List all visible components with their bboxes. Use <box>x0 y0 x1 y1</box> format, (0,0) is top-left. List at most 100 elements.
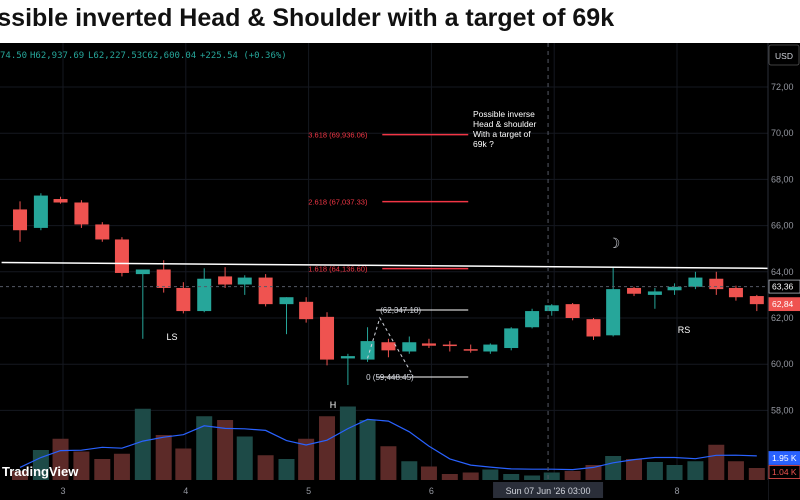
x-tick-label: 3 <box>60 486 65 496</box>
volume-bar <box>564 471 581 480</box>
title-bar: ossible inverted Head & Shoulder with a … <box>0 0 800 43</box>
grid-lines <box>0 43 768 480</box>
volume-bar <box>727 461 744 480</box>
volume-bar <box>257 455 274 480</box>
candle-bear <box>176 287 191 312</box>
volume-bar <box>278 459 295 480</box>
crosshair <box>0 43 768 480</box>
tradingview-watermark: TradingView <box>2 464 79 479</box>
time-axis[interactable]: 345678 Sun 07 Jun '26 03:00 <box>0 480 768 500</box>
ohlc-open: 74.50 <box>0 51 27 61</box>
candle-bull <box>504 328 519 349</box>
candle-bull <box>197 278 212 312</box>
volume-bar <box>73 451 90 480</box>
y-tick-label: 64,00 <box>771 267 794 277</box>
candle-bull <box>340 356 355 359</box>
volume-bar <box>585 465 602 480</box>
chart-panel[interactable]: 3.618 (69,936.06) 2.618 (67,037.33) 1.618 … <box>0 43 800 500</box>
candles <box>13 193 764 385</box>
annotation-line: With a target of <box>473 129 531 139</box>
x-tick-label: 4 <box>183 486 188 496</box>
volume-bar <box>236 436 253 480</box>
volume-bar <box>748 468 765 480</box>
price-tag-crosshair: 63,36 <box>772 282 794 292</box>
volume-bar <box>175 448 192 480</box>
volume-bar <box>708 444 725 480</box>
x-tick-label: 6 <box>429 486 434 496</box>
price-tag-last: 62,84 <box>772 299 794 309</box>
x-tick-label: 8 <box>674 486 679 496</box>
fib-extension-levels: 3.618 (69,936.06) 2.618 (67,037.33) 1.618 … <box>308 131 469 274</box>
measure-top-label: (62,347.18) <box>380 306 421 315</box>
candle-bear <box>421 343 436 346</box>
candle-bull <box>402 342 417 352</box>
candle-bull <box>33 195 48 228</box>
candle-bull <box>279 297 294 305</box>
candle-bull <box>237 277 252 285</box>
candle-bear <box>258 277 273 305</box>
label-ls: LS <box>166 332 177 342</box>
ohlc-readout: 74.50 H62,937.69 L62,227.53 C62,600.04 +… <box>0 51 287 61</box>
candle-bear <box>627 287 642 294</box>
candle-bear <box>114 239 129 273</box>
volume-bar <box>298 438 315 480</box>
currency-badge[interactable] <box>768 44 800 66</box>
pattern-projection-path <box>367 316 414 377</box>
candle-bull <box>606 289 621 336</box>
y-tick-label: 66,00 <box>771 221 794 231</box>
y-tick-label: 68,00 <box>771 174 794 184</box>
price-tag-volume: 1.04 K <box>772 467 797 477</box>
volume-bar <box>319 416 336 480</box>
y-tick-label: 62,00 <box>771 313 794 323</box>
volume-bar <box>646 462 663 480</box>
currency-label: USD <box>775 51 793 61</box>
page-title: ossible inverted Head & Shoulder with a … <box>0 4 615 32</box>
volume-bar <box>666 465 683 480</box>
candle-bull <box>688 277 703 287</box>
candle-bull <box>667 286 682 291</box>
volume-bar <box>482 469 499 480</box>
volume-bar <box>52 438 69 480</box>
candle-bear <box>728 287 743 298</box>
candle-bear <box>53 199 68 203</box>
volume-bar <box>113 453 130 480</box>
volume-bar <box>359 420 376 480</box>
volume-bar <box>32 450 49 480</box>
volume-bar <box>605 456 622 480</box>
annotation-line: 69k ? <box>473 139 494 149</box>
volume-ma-line <box>19 418 757 471</box>
candle-bull <box>483 344 498 352</box>
time-cursor-tag <box>493 482 604 498</box>
candle-bear <box>74 202 89 225</box>
candle-bull <box>544 305 559 312</box>
volume-bar <box>217 420 234 480</box>
candlestick-chart[interactable]: 3.618 (69,936.06) 2.618 (67,037.33) 1.618 … <box>0 43 800 500</box>
measure-box: (62,347.18) 0 (59,448.45) <box>366 306 469 382</box>
candle-bear <box>381 342 396 351</box>
candle-bull <box>647 291 662 295</box>
price-axis[interactable]: 58,00 60,00 62,00 64,00 66,00 68,00 70,00 72,00… <box>767 43 800 500</box>
candle-bear <box>320 316 335 360</box>
candle-bull <box>525 311 540 328</box>
moon-icon: ☽ <box>608 235 621 251</box>
volume-bar <box>134 408 151 480</box>
volume-bar <box>94 459 111 480</box>
ohlc-change: +225.54 (+0.36%) <box>200 51 287 61</box>
candle-bear <box>218 276 233 285</box>
volume-bar <box>687 461 704 480</box>
price-tag-last-box <box>768 297 800 312</box>
price-tag-volume-ma: 1.95 K <box>772 453 797 463</box>
annotation-line: Possible inverse <box>473 109 535 119</box>
volume-bar <box>196 416 213 480</box>
ohlc-low: L62,227.53 <box>88 51 142 61</box>
price-tag-volume-box <box>768 465 800 479</box>
fib-label: 3.618 (69,936.06) <box>308 131 368 140</box>
volume-bar <box>462 472 479 480</box>
volume-bar <box>543 472 560 480</box>
volume-bar <box>524 475 541 480</box>
y-tick-label: 58,00 <box>771 405 794 415</box>
neckline <box>1 261 769 270</box>
y-tick-label: 60,00 <box>771 359 794 369</box>
time-cursor-label: Sun 07 Jun '26 03:00 <box>506 486 591 496</box>
